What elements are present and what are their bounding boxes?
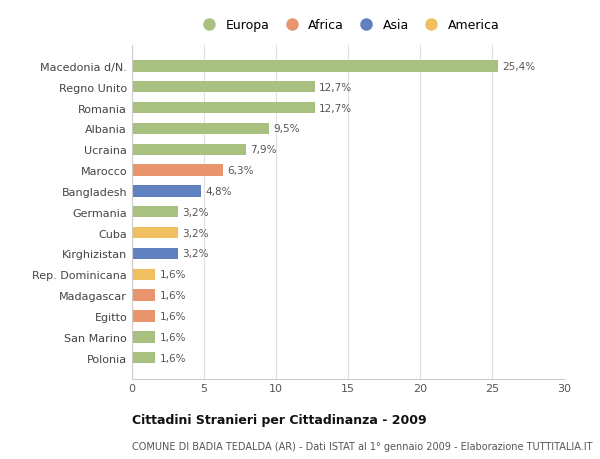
- Bar: [132, 227, 178, 239]
- Bar: [132, 207, 178, 218]
- Text: 9,5%: 9,5%: [273, 124, 299, 134]
- Bar: [132, 248, 178, 260]
- Bar: [132, 61, 498, 73]
- Bar: [132, 186, 201, 197]
- Bar: [132, 290, 155, 301]
- Bar: [132, 82, 315, 93]
- Text: COMUNE DI BADIA TEDALDA (AR) - Dati ISTAT al 1° gennaio 2009 - Elaborazione TUTT: COMUNE DI BADIA TEDALDA (AR) - Dati ISTA…: [132, 441, 593, 451]
- Text: 12,7%: 12,7%: [319, 103, 352, 113]
- Bar: [132, 311, 155, 322]
- Legend: Europa, Africa, Asia, America: Europa, Africa, Asia, America: [197, 19, 499, 32]
- Text: 4,8%: 4,8%: [205, 186, 232, 196]
- Text: 25,4%: 25,4%: [502, 62, 535, 72]
- Bar: [132, 269, 155, 280]
- Text: 3,2%: 3,2%: [182, 207, 209, 217]
- Text: 12,7%: 12,7%: [319, 83, 352, 93]
- Bar: [132, 144, 246, 156]
- Text: 1,6%: 1,6%: [160, 332, 186, 342]
- Bar: [132, 103, 315, 114]
- Text: Cittadini Stranieri per Cittadinanza - 2009: Cittadini Stranieri per Cittadinanza - 2…: [132, 413, 427, 426]
- Text: 3,2%: 3,2%: [182, 249, 209, 259]
- Text: 7,9%: 7,9%: [250, 145, 277, 155]
- Bar: [132, 123, 269, 135]
- Bar: [132, 352, 155, 364]
- Text: 6,3%: 6,3%: [227, 166, 254, 176]
- Text: 3,2%: 3,2%: [182, 228, 209, 238]
- Bar: [132, 165, 223, 176]
- Text: 1,6%: 1,6%: [160, 353, 186, 363]
- Text: 1,6%: 1,6%: [160, 311, 186, 321]
- Text: 1,6%: 1,6%: [160, 291, 186, 301]
- Text: 1,6%: 1,6%: [160, 270, 186, 280]
- Bar: [132, 331, 155, 343]
